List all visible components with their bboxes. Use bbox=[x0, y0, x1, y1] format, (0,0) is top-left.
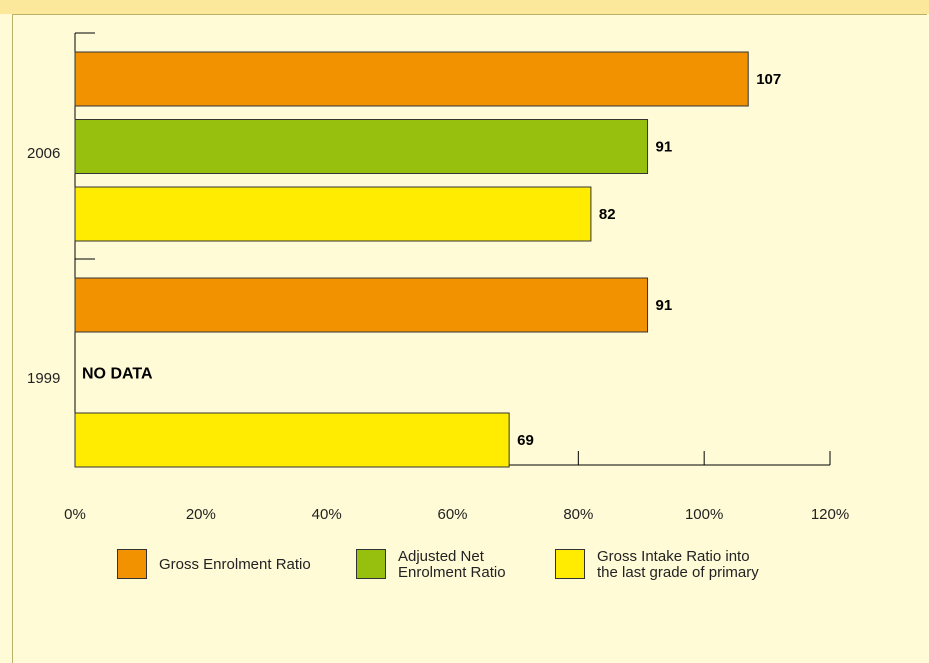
legend-label: Gross Enrolment Ratio bbox=[159, 556, 311, 573]
bar-value-label: 82 bbox=[599, 206, 616, 223]
missing-data-label: NO DATA bbox=[82, 366, 153, 383]
legend-swatch bbox=[117, 549, 147, 579]
x-tick-label: 120% bbox=[811, 506, 849, 523]
legend-label: Gross Intake Ratio into the last grade o… bbox=[597, 548, 759, 581]
bar-value-label: 69 bbox=[517, 432, 534, 449]
x-tick-label: 0% bbox=[64, 506, 86, 523]
bar bbox=[74, 277, 649, 333]
legend-item: Adjusted Net Enrolment Ratio bbox=[356, 549, 506, 581]
bar bbox=[74, 186, 592, 242]
bar-value-label: 107 bbox=[756, 71, 781, 88]
category-label: 2006 bbox=[27, 145, 60, 162]
legend-item: Gross Enrolment Ratio bbox=[117, 549, 311, 579]
bar-value-label: 91 bbox=[656, 139, 673, 156]
bar bbox=[74, 51, 749, 107]
x-tick-label: 60% bbox=[437, 506, 467, 523]
x-tick-label: 100% bbox=[685, 506, 723, 523]
legend-swatch bbox=[555, 549, 585, 579]
category-label: 1999 bbox=[27, 370, 60, 387]
x-tick-label: 80% bbox=[563, 506, 593, 523]
x-tick-label: 40% bbox=[312, 506, 342, 523]
legend-swatch bbox=[356, 549, 386, 579]
header-strip bbox=[0, 0, 929, 14]
bar-value-label: 91 bbox=[656, 297, 673, 314]
bar bbox=[74, 412, 510, 468]
chart-frame bbox=[12, 14, 927, 663]
legend-item: Gross Intake Ratio into the last grade o… bbox=[555, 549, 759, 581]
x-tick-label: 20% bbox=[186, 506, 216, 523]
bar bbox=[74, 119, 649, 174]
legend-label: Adjusted Net Enrolment Ratio bbox=[398, 548, 506, 581]
